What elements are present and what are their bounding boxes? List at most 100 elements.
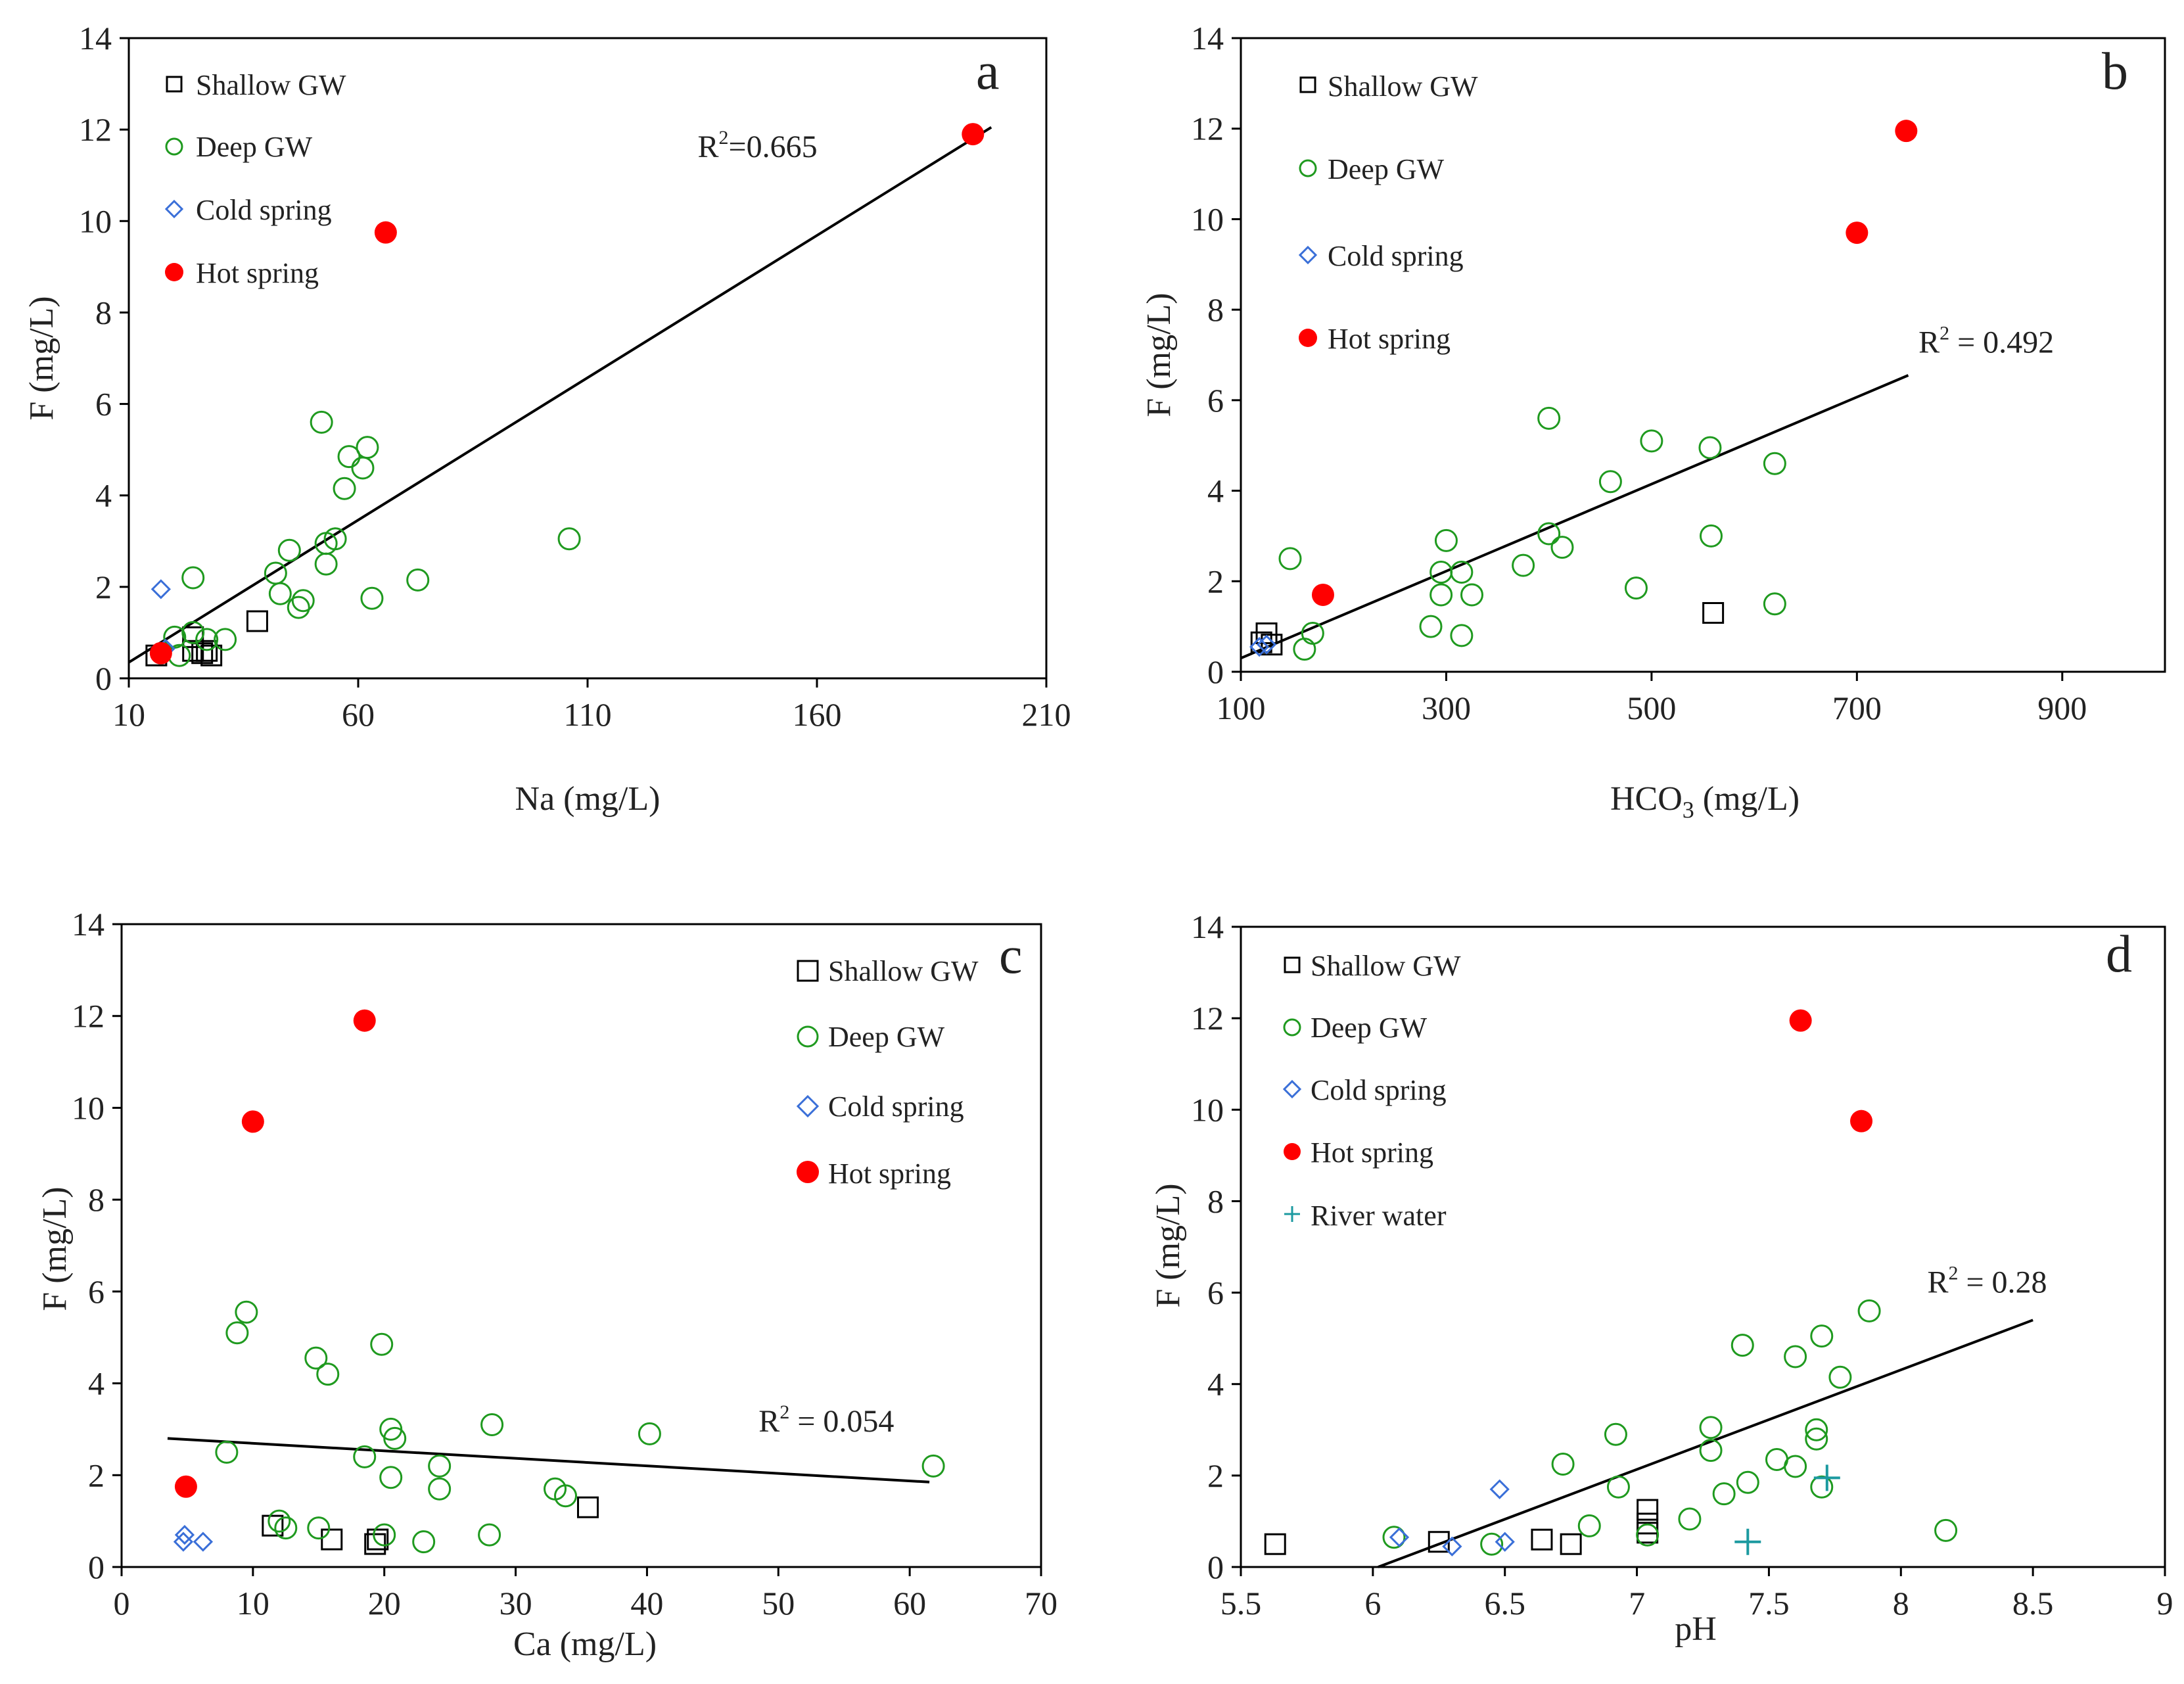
legend-shallow-label-b: Shallow GW <box>1328 70 1478 103</box>
legend-d: Shallow GW Deep GW Cold spring Hot sprin… <box>1282 950 1461 1232</box>
legend-deep-marker-a <box>165 137 183 156</box>
point-d-shallow-gw-0 <box>1264 1533 1286 1555</box>
x-tick-label-c-0: 0 <box>114 1585 130 1622</box>
x-tick-label-b-4: 900 <box>2037 690 2087 726</box>
y-tick-label-b-6: 12 <box>1191 110 1224 147</box>
point-d-river-water-1 <box>1734 1528 1761 1555</box>
legend-shallow-marker-d <box>1284 956 1301 973</box>
point-c-shallow-gw-0 <box>262 1514 284 1537</box>
x-axis-label-a: Na (mg/L) <box>515 780 661 818</box>
point-b-deep-gw-5 <box>1537 522 1561 546</box>
y-axis-label-a: F (mg/L) <box>23 296 60 420</box>
point-c-deep-gw-9 <box>921 1454 945 1478</box>
x-tick-label-a-3: 160 <box>793 696 842 733</box>
point-b-deep-gw-12 <box>1450 561 1474 584</box>
legend-hot-label-c: Hot spring <box>828 1158 951 1190</box>
point-b-deep-gw-10 <box>1550 536 1574 559</box>
point-c-hot-spring-0 <box>353 1009 376 1032</box>
point-d-deep-gw-4 <box>1828 1365 1852 1389</box>
point-c-deep-gw-4 <box>370 1332 394 1356</box>
point-d-deep-gw-15 <box>1712 1482 1736 1506</box>
point-d-deep-gw-8 <box>1604 1422 1627 1446</box>
x-tick-label-c-3: 30 <box>500 1585 532 1622</box>
point-c-deep-gw-17 <box>267 1509 291 1533</box>
point-c-deep-gw-13 <box>379 1466 403 1489</box>
legend-hot-marker-c <box>797 1161 819 1183</box>
y-tick-label-c-3: 6 <box>88 1273 105 1310</box>
point-c-deep-gw-12 <box>428 1454 452 1478</box>
x-tick-label-a-2: 110 <box>563 696 611 733</box>
point-a-deep-gw-10 <box>291 589 315 613</box>
point-a-deep-gw-19 <box>195 628 219 651</box>
point-d-deep-gw-13 <box>1736 1470 1759 1494</box>
plot-area-d <box>1240 925 2166 1568</box>
y-tick-label-a-2: 4 <box>95 477 112 514</box>
point-c-shallow-gw-4 <box>576 1496 599 1518</box>
point-c-deep-gw-16 <box>554 1484 578 1508</box>
point-c-deep-gw-19 <box>307 1516 331 1540</box>
legend-shallow-marker-b <box>1299 76 1316 93</box>
x-tick-label-a-0: 10 <box>112 696 145 733</box>
point-b-shallow-gw-0 <box>1702 601 1725 624</box>
marks-d <box>1264 1009 1958 1556</box>
point-c-deep-gw-21 <box>412 1530 436 1554</box>
x-tick-label-b-2: 500 <box>1627 690 1676 726</box>
panel-letter-c: c <box>999 927 1023 985</box>
point-c-deep-gw-22 <box>478 1523 501 1547</box>
point-c-deep-gw-8 <box>638 1422 661 1445</box>
legend-cold-marker-b <box>1298 245 1318 265</box>
y-tick-label-d-2: 4 <box>1207 1366 1224 1403</box>
y-tick-label-c-0: 0 <box>88 1549 105 1585</box>
legend-cold-label-c: Cold spring <box>828 1090 964 1123</box>
point-d-deep-gw-18 <box>1577 1514 1601 1537</box>
y-tick-label-b-5: 10 <box>1191 200 1224 237</box>
x-axis-label-b: HCO3 (mg/L) <box>1610 780 1800 823</box>
point-b-deep-gw-20 <box>1293 638 1316 661</box>
r2-label-b: R2 = 0.492 <box>1918 323 2054 360</box>
y-tick-label-d-5: 10 <box>1191 1091 1224 1128</box>
x-tick-label-d-6: 8.5 <box>2012 1585 2054 1622</box>
y-tick-label-c-6: 12 <box>72 998 105 1035</box>
point-a-deep-gw-21 <box>168 643 191 667</box>
point-c-deep-gw-10 <box>215 1440 239 1464</box>
point-d-deep-gw-17 <box>1678 1507 1702 1531</box>
legend-hot-label-b: Hot spring <box>1328 323 1451 355</box>
y-tick-label-a-7: 14 <box>79 20 112 57</box>
legend-cold-marker-c <box>796 1094 820 1118</box>
point-c-cold-spring-2 <box>193 1532 214 1552</box>
point-a-hot-spring-2 <box>149 642 172 665</box>
point-b-hot-spring-0 <box>1895 120 1918 143</box>
legend-hot-marker-a <box>165 263 183 281</box>
point-a-cold-spring-0 <box>151 579 171 599</box>
y-tick-label-d-1: 2 <box>1207 1457 1224 1494</box>
point-b-deep-gw-14 <box>1460 583 1483 607</box>
legend-shallow-marker-c <box>797 960 819 982</box>
point-d-deep-gw-10 <box>1551 1452 1575 1476</box>
legend-shallow-label-a: Shallow GW <box>196 69 346 101</box>
point-c-cold-spring-1 <box>174 1524 195 1545</box>
x-tick-label-d-5: 8 <box>1893 1585 1909 1622</box>
point-d-deep-gw-0 <box>1857 1299 1881 1322</box>
point-d-cold-spring-3 <box>1495 1532 1515 1552</box>
point-c-shallow-gw-3 <box>364 1533 386 1555</box>
y-tick-label-c-1: 2 <box>88 1457 105 1493</box>
y-axis-label-d: F (mg/L) <box>1150 1183 1187 1307</box>
point-a-deep-gw-1 <box>337 445 361 469</box>
point-a-deep-gw-4 <box>333 477 356 500</box>
point-d-deep-gw-19 <box>1636 1523 1660 1547</box>
trendline-d <box>1378 1319 2033 1568</box>
x-tick-label-a-4: 210 <box>1022 696 1071 733</box>
y-tick-label-d-6: 12 <box>1191 1000 1224 1037</box>
point-a-shallow-gw-2 <box>196 640 218 662</box>
point-c-deep-gw-18 <box>274 1516 298 1540</box>
legend-deep-label-d: Deep GW <box>1311 1012 1428 1044</box>
point-a-shallow-gw-4 <box>182 640 204 662</box>
point-d-deep-gw-22 <box>1934 1518 1958 1542</box>
legend-deep-marker-d <box>1283 1018 1301 1037</box>
legend-hot-label-a: Hot spring <box>196 257 319 289</box>
x-tick-label-d-1: 6 <box>1364 1585 1381 1622</box>
legend-b: Shallow GW Deep GW Cold spring Hot sprin… <box>1298 70 1478 355</box>
r2-label-c: R2 = 0.054 <box>758 1401 894 1439</box>
legend-hot-label-d: Hot spring <box>1311 1136 1433 1169</box>
